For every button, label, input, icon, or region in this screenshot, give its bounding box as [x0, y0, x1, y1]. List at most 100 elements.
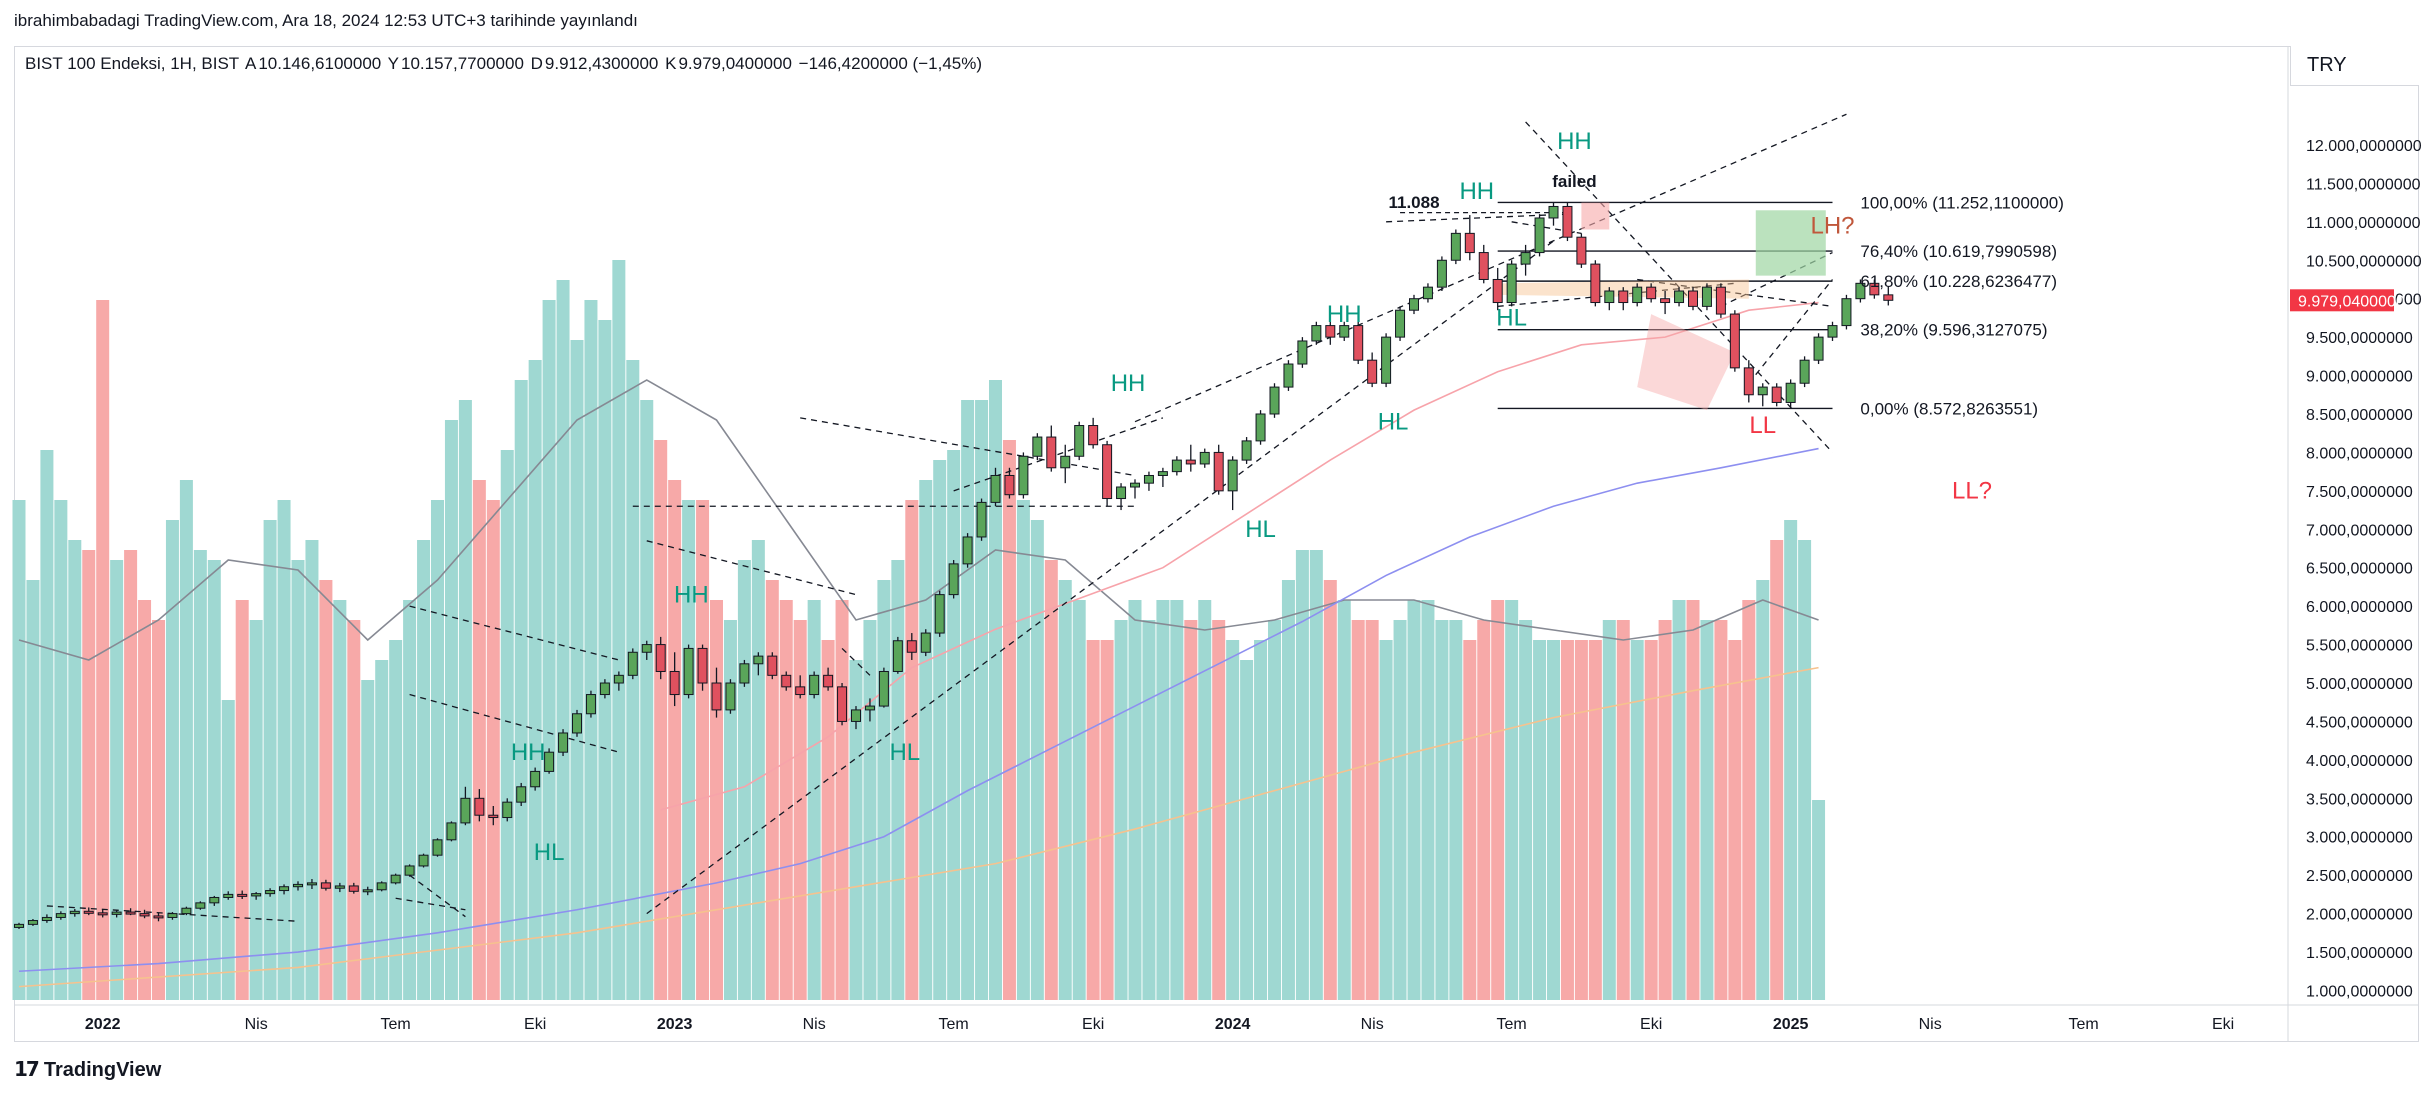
volume-bar	[26, 580, 40, 1000]
volume-bar	[207, 560, 221, 1000]
candle-body	[1729, 313, 1740, 369]
volume-bar	[1491, 600, 1505, 1000]
candle-body	[1297, 340, 1308, 365]
high-value: 10.157,7700000	[401, 54, 524, 73]
volume-bar	[1533, 640, 1547, 1000]
candle-body	[753, 655, 764, 665]
volume-bar	[291, 560, 305, 1000]
volume-bar	[989, 380, 1002, 1000]
volume-bar	[1309, 550, 1323, 1000]
candle-body	[655, 644, 666, 672]
time-tick-label: Eki	[524, 1016, 546, 1033]
volume-bar	[1505, 600, 1519, 1000]
candle-body	[1395, 309, 1406, 338]
volume-bar	[1058, 580, 1072, 1000]
volume-bar	[1630, 640, 1644, 1000]
trendline[interactable]	[1386, 213, 1568, 223]
candle-body	[14, 923, 24, 928]
candle-body	[613, 674, 624, 684]
candle-body	[1046, 436, 1057, 469]
candle-body	[1492, 278, 1503, 304]
candle-body	[432, 839, 443, 856]
low-label: D	[530, 54, 543, 73]
candle-body	[767, 655, 778, 676]
volume-bar	[1156, 600, 1170, 1000]
candle-body	[1422, 286, 1433, 300]
trendline[interactable]	[1748, 279, 1834, 384]
volume-bar	[1519, 620, 1533, 1000]
candle-body	[1799, 359, 1810, 384]
candle-body	[1088, 425, 1099, 446]
candle-body	[1715, 286, 1726, 315]
candle-body	[418, 854, 429, 867]
candle-body	[739, 663, 750, 684]
tradingview-logo[interactable]: 𝟭𝟳 TradingView	[14, 1057, 161, 1082]
candle-body	[1325, 325, 1336, 338]
current-price-tag	[2290, 289, 2394, 312]
volume-bar	[835, 600, 849, 1000]
candle-body	[1116, 486, 1127, 500]
volume-bar	[1421, 600, 1435, 1000]
volume-bar	[710, 600, 723, 1000]
candle-body	[1213, 451, 1224, 492]
volume-ma-layer	[18, 379, 1819, 661]
volume-bar	[12, 500, 26, 1000]
volume-bar	[1393, 620, 1407, 1000]
candle-body	[1143, 474, 1154, 484]
trendline[interactable]	[800, 417, 1136, 477]
trendline[interactable]	[953, 417, 1164, 492]
change-value: −146,4200000 (−1,45%)	[798, 54, 983, 73]
candle-body	[1506, 263, 1517, 304]
volume-bar	[40, 450, 54, 1000]
trendline[interactable]	[1134, 113, 1847, 423]
trendline[interactable]	[646, 240, 1554, 915]
price-tick-label: 10.500,0000000	[2306, 253, 2422, 270]
trendline[interactable]	[409, 874, 466, 918]
candle-body	[488, 814, 499, 819]
volume-bar	[82, 550, 96, 1000]
volume-bar	[458, 400, 472, 1000]
candle-layer	[14, 202, 1894, 929]
candle-body	[920, 632, 931, 653]
volume-bar	[1742, 600, 1756, 1000]
candle-body	[1436, 259, 1447, 288]
currency-selector[interactable]: TRY	[2290, 46, 2419, 86]
time-tick-label: 2023	[657, 1016, 693, 1033]
volume-bar	[375, 660, 389, 1000]
volume-bar	[110, 560, 124, 1000]
volume-bar	[1756, 580, 1770, 1000]
candle-body	[1743, 367, 1754, 396]
trendline[interactable]	[409, 693, 620, 753]
volume-bar	[696, 500, 710, 1000]
candle-body	[1464, 232, 1475, 254]
trendline[interactable]	[409, 605, 620, 661]
volume-bar	[793, 620, 807, 1000]
volume-bar	[779, 600, 793, 1000]
candle-body	[641, 644, 652, 653]
volume-bar	[1407, 600, 1421, 1000]
symbol-name[interactable]: BIST 100 Endeksi, 1H, BIST	[25, 54, 240, 73]
time-tick-label: Eki	[1082, 1016, 1104, 1033]
volume-bar	[361, 680, 375, 1000]
volume-bar	[654, 440, 668, 1000]
candle-body	[1478, 252, 1489, 280]
volume-bar	[1002, 440, 1016, 1000]
volume-bar	[1616, 620, 1630, 1000]
lh-target-zone[interactable]	[1755, 210, 1826, 276]
candle-body	[1171, 459, 1182, 473]
candle-body	[627, 651, 638, 676]
volume-bar	[68, 540, 82, 1000]
volume-bar	[54, 500, 68, 1000]
price-tick-label: 4.000,0000000	[2306, 753, 2413, 770]
trendline[interactable]	[395, 897, 466, 911]
price-tick-label: 3.000,0000000	[2306, 830, 2413, 847]
candle-body	[320, 882, 331, 889]
volume-bar	[319, 580, 333, 1000]
trendline[interactable]	[646, 540, 857, 596]
annotation-label: HL	[1496, 305, 1527, 332]
candle-body	[544, 751, 555, 772]
candle-body	[892, 640, 903, 672]
volume-bar	[1226, 640, 1240, 1000]
volume-bar	[1072, 600, 1086, 1000]
